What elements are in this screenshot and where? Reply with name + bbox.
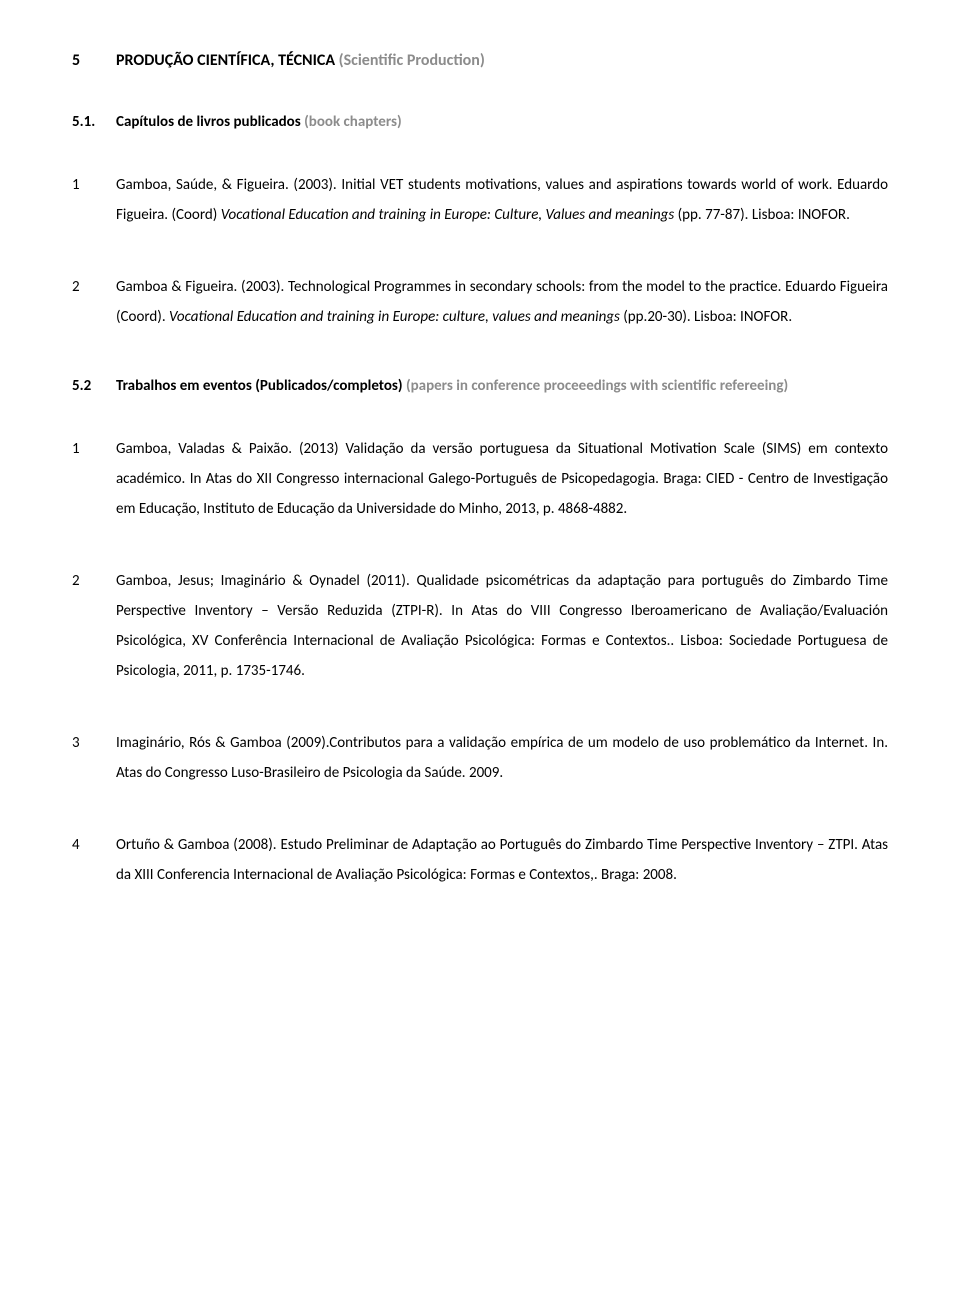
entry-52-1: 1 Gamboa, Valadas & Paixão. (2013) Valid…: [72, 434, 888, 524]
entry-body: Gamboa, Valadas & Paixão. (2013) Validaç…: [116, 434, 888, 524]
entry-51-1: 1 Gamboa, Saúde, & Figueira. (2003). Ini…: [72, 170, 888, 230]
section-5-title: PRODUÇÃO CIENTÍFICA, TÉCNICA (Scientific…: [116, 48, 485, 74]
section-5-header: 5 PRODUÇÃO CIENTÍFICA, TÉCNICA (Scientif…: [72, 48, 888, 74]
section-5-title-bold: PRODUÇÃO CIENTÍFICA, TÉCNICA: [116, 51, 339, 70]
entry-body: Gamboa, Saúde, & Figueira. (2003). Initi…: [116, 170, 888, 230]
entry-text-italic: Vocational Education and training in Eur…: [221, 206, 678, 224]
entry-number: 4: [72, 830, 116, 890]
section-5-title-gray: (Scientific Production): [339, 51, 485, 70]
entry-52-2: 2 Gamboa, Jesus; Imaginário & Oynadel (2…: [72, 566, 888, 686]
section-51-number: 5.1.: [72, 110, 116, 134]
section-52-header: 5.2 Trabalhos em eventos (Publicados/com…: [72, 374, 888, 398]
entry-number: 1: [72, 434, 116, 524]
section-51-title-gray: (book chapters): [304, 113, 402, 131]
section-5-number: 5: [72, 48, 116, 74]
section-52-title: Trabalhos em eventos (Publicados/complet…: [116, 374, 788, 398]
entry-51-2: 2 Gamboa & Figueira. (2003). Technologic…: [72, 272, 888, 332]
section-51-header: 5.1. Capítulos de livros publicados (boo…: [72, 110, 888, 134]
entry-body: Gamboa & Figueira. (2003). Technological…: [116, 272, 888, 332]
entry-text-post: (pp.20-30). Lisboa: INOFOR.: [623, 308, 792, 326]
entry-number: 2: [72, 566, 116, 686]
entry-52-4: 4 Ortuño & Gamboa (2008). Estudo Prelimi…: [72, 830, 888, 890]
entry-text-post: (pp. 77-87). Lisboa: INOFOR.: [678, 206, 850, 224]
entry-number: 3: [72, 728, 116, 788]
entry-body: Ortuño & Gamboa (2008). Estudo Prelimina…: [116, 830, 888, 890]
section-52-title-gray: (papers in conference proceeedings with …: [406, 377, 788, 395]
entry-52-3: 3 Imaginário, Rós & Gamboa (2009).Contri…: [72, 728, 888, 788]
entry-number: 2: [72, 272, 116, 332]
entry-number: 1: [72, 170, 116, 230]
section-52-number: 5.2: [72, 374, 116, 398]
section-51-title: Capítulos de livros publicados (book cha…: [116, 110, 402, 134]
entry-body: Gamboa, Jesus; Imaginário & Oynadel (201…: [116, 566, 888, 686]
entry-text-italic: Vocational Education and training in Eur…: [169, 308, 623, 326]
section-52-title-bold: Trabalhos em eventos (Publicados/complet…: [116, 377, 406, 395]
entry-body: Imaginário, Rós & Gamboa (2009).Contribu…: [116, 728, 888, 788]
section-51-title-bold: Capítulos de livros publicados: [116, 113, 304, 131]
